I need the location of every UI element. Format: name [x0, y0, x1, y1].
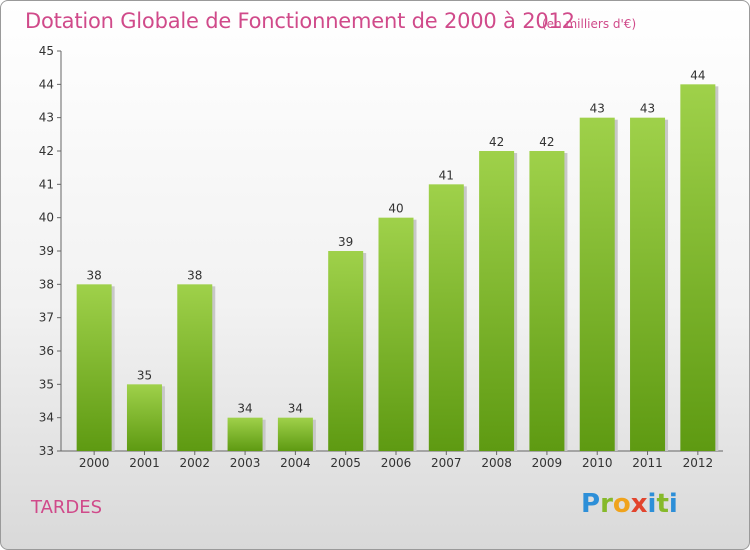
bar-2010 — [579, 117, 615, 452]
bar-2000 — [76, 284, 112, 451]
bar-value-label: 35 — [137, 368, 152, 382]
y-tick-label: 43 — [39, 111, 54, 125]
bar-value-label: 43 — [590, 102, 605, 116]
y-tick-label: 40 — [39, 211, 54, 225]
y-tick-label: 34 — [39, 411, 54, 425]
y-tick-label: 33 — [39, 444, 54, 458]
x-tick-label: 2008 — [481, 456, 512, 470]
bar-value-label: 38 — [87, 268, 102, 282]
bar-value-label: 44 — [690, 68, 705, 82]
chart-title: Dotation Globale de Fonctionnement de 20… — [25, 9, 575, 33]
x-tick-label: 2006 — [381, 456, 412, 470]
bar-value-label: 43 — [640, 102, 655, 116]
y-tick-label: 41 — [39, 177, 54, 191]
bar-value-label: 39 — [338, 235, 353, 249]
x-tick-label: 2009 — [532, 456, 563, 470]
x-tick-label: 2007 — [431, 456, 462, 470]
x-tick-label: 2005 — [330, 456, 361, 470]
bar-value-label: 41 — [439, 168, 454, 182]
bar-2001 — [126, 384, 162, 451]
bar-2003 — [227, 417, 263, 451]
proxiti-logo: Proxiti — [581, 489, 678, 519]
bar-2006 — [378, 217, 414, 451]
y-tick-label: 36 — [39, 344, 54, 358]
x-tick-label: 2002 — [179, 456, 210, 470]
bar-2009 — [529, 151, 565, 451]
x-tick-label: 2010 — [582, 456, 613, 470]
x-tick-label: 2011 — [632, 456, 663, 470]
bar-value-label: 42 — [489, 135, 504, 149]
x-tick-label: 2003 — [230, 456, 261, 470]
bar-2008 — [479, 151, 515, 451]
bar-value-label: 34 — [237, 402, 252, 416]
y-tick-label: 37 — [39, 311, 54, 325]
chart-subtitle: (en milliers d'€) — [542, 17, 637, 31]
y-tick-label: 38 — [39, 277, 54, 291]
y-tick-label: 44 — [39, 77, 54, 91]
bar-value-label: 42 — [539, 135, 554, 149]
bar-value-label: 34 — [288, 402, 303, 416]
y-tick-label: 39 — [39, 244, 54, 258]
bar-2007 — [428, 184, 464, 452]
bar-2011 — [630, 117, 666, 452]
y-tick-label: 42 — [39, 144, 54, 158]
commune-name: TARDES — [31, 497, 103, 518]
y-tick-label: 35 — [39, 377, 54, 391]
bar-value-label: 38 — [187, 268, 202, 282]
x-tick-label: 2012 — [683, 456, 714, 470]
bar-2002 — [177, 284, 213, 451]
bar-value-label: 40 — [388, 202, 403, 216]
bar-2005 — [328, 251, 364, 451]
y-tick-label: 45 — [39, 44, 54, 58]
x-tick-label: 2004 — [280, 456, 311, 470]
x-tick-label: 2001 — [129, 456, 160, 470]
x-tick-label: 2000 — [79, 456, 110, 470]
bar-2004 — [277, 417, 313, 451]
bar-2012 — [680, 84, 716, 451]
